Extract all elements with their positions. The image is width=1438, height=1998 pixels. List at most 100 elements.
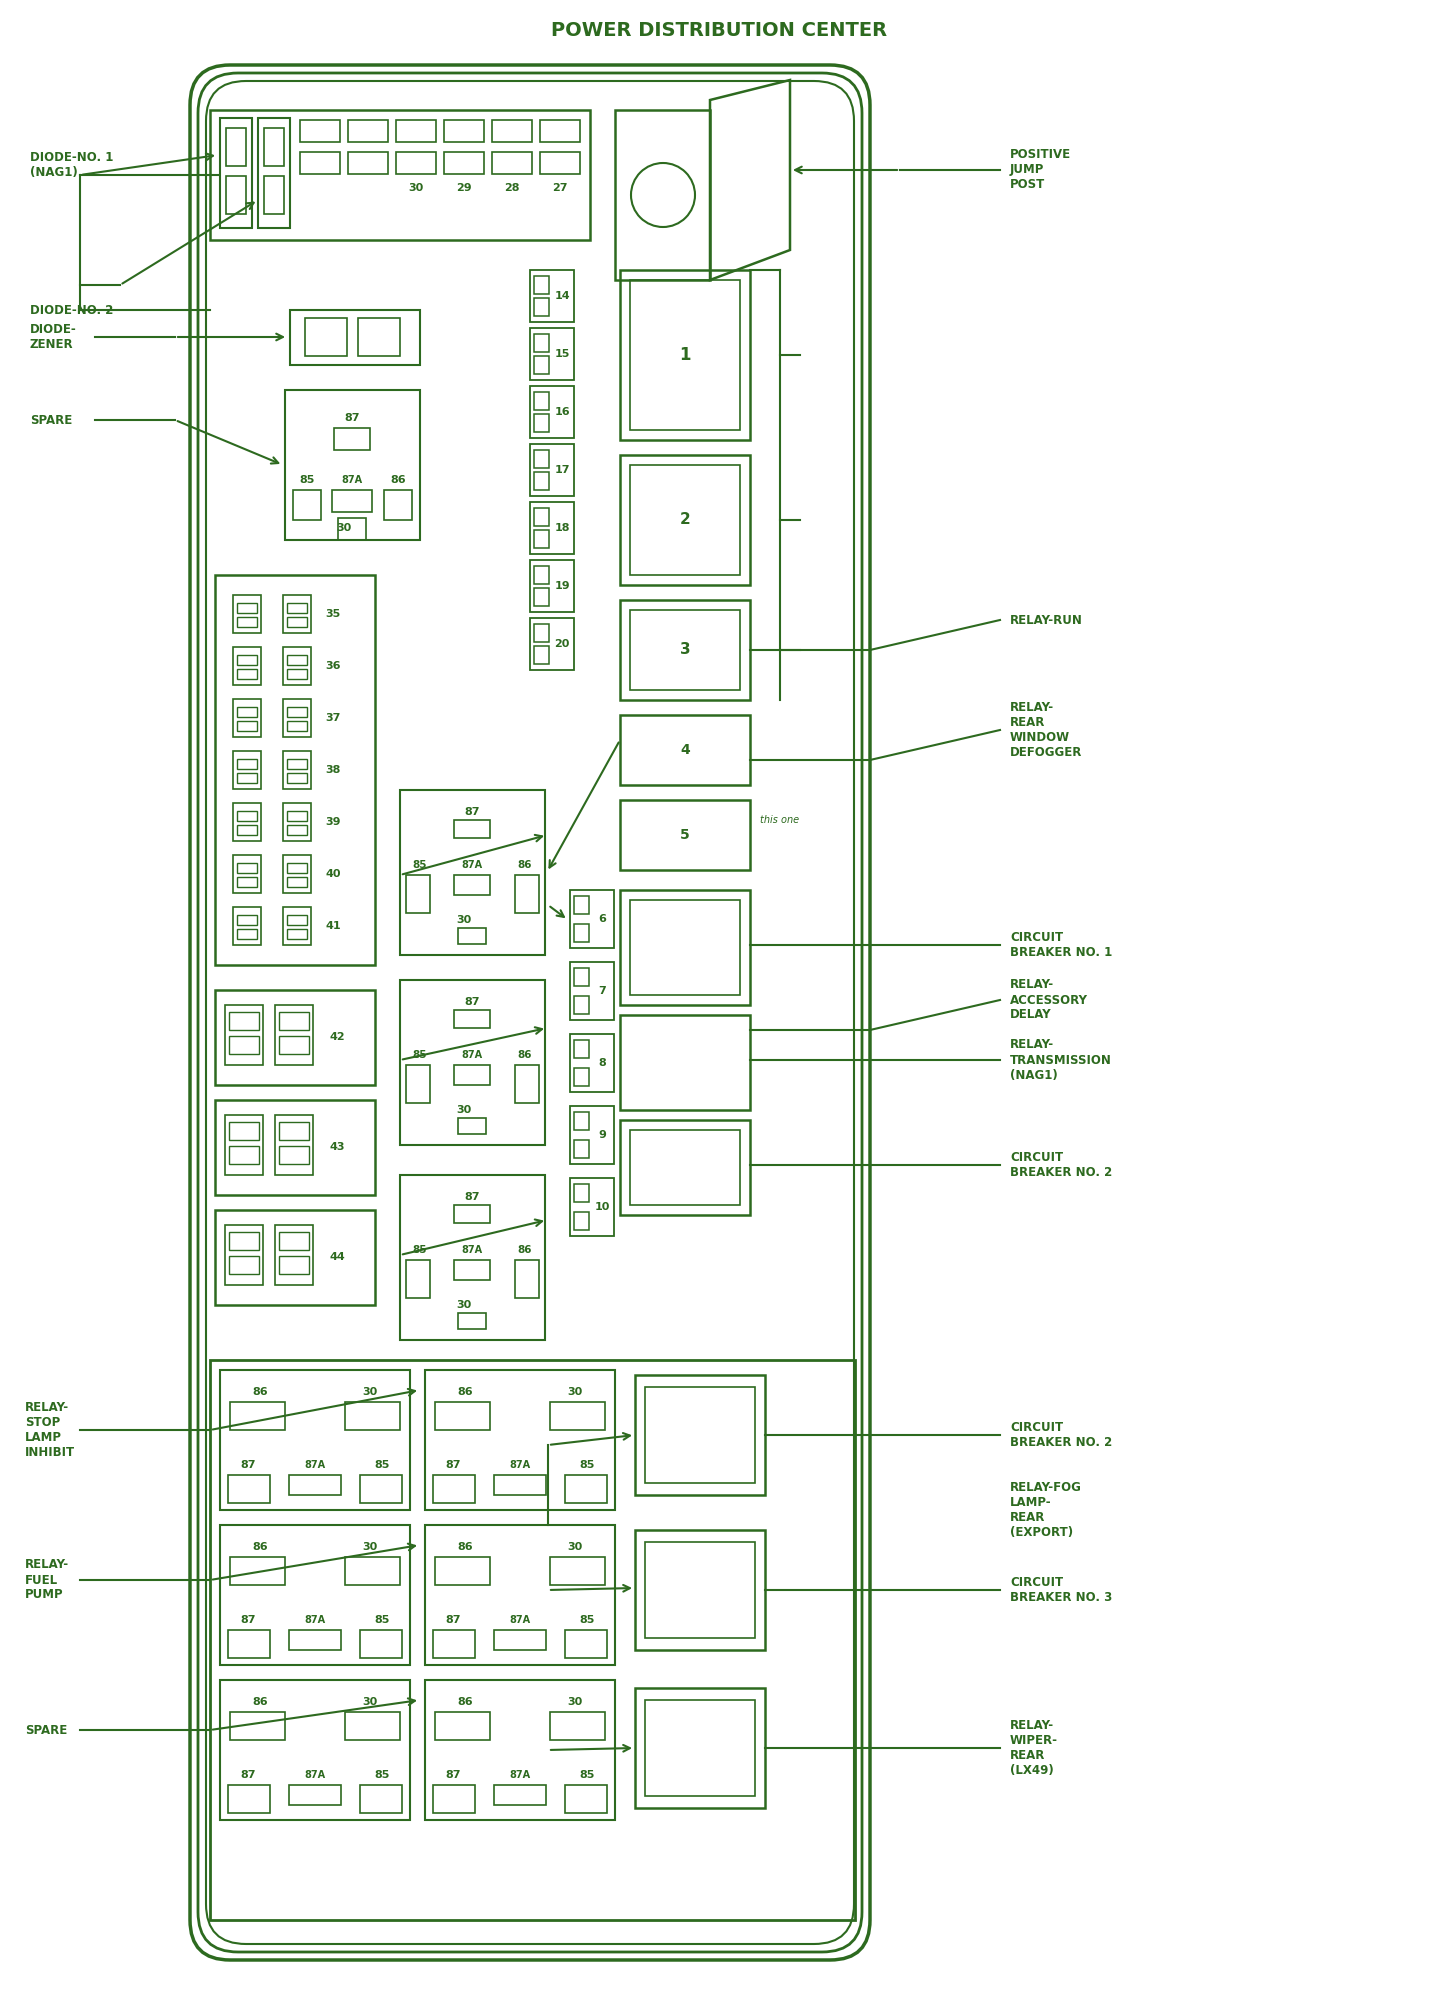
Bar bbox=[533, 334, 549, 352]
Bar bbox=[574, 1213, 590, 1231]
Bar bbox=[224, 1225, 263, 1285]
Bar bbox=[288, 655, 306, 665]
Bar bbox=[279, 1037, 309, 1055]
Bar bbox=[533, 529, 549, 547]
Bar bbox=[288, 773, 306, 783]
Bar bbox=[229, 1013, 259, 1031]
Bar bbox=[400, 1175, 545, 1341]
Bar bbox=[533, 356, 549, 374]
Bar bbox=[224, 1005, 263, 1065]
Bar bbox=[288, 707, 306, 717]
Bar bbox=[288, 825, 306, 835]
Bar bbox=[574, 895, 590, 913]
Bar bbox=[565, 1475, 607, 1502]
Bar bbox=[224, 1115, 263, 1175]
Text: 85: 85 bbox=[413, 1051, 427, 1061]
Bar bbox=[569, 961, 614, 1021]
Bar bbox=[630, 609, 741, 689]
Bar bbox=[275, 1005, 313, 1065]
Text: CIRCUIT
BREAKER NO. 3: CIRCUIT BREAKER NO. 3 bbox=[1009, 1576, 1112, 1604]
Text: 85: 85 bbox=[413, 1245, 427, 1255]
Bar bbox=[636, 1688, 765, 1808]
Text: 14: 14 bbox=[554, 292, 569, 302]
Text: 30: 30 bbox=[568, 1387, 582, 1397]
Bar bbox=[290, 310, 420, 366]
Bar bbox=[620, 1121, 751, 1215]
Bar bbox=[533, 507, 549, 525]
Text: 9: 9 bbox=[598, 1131, 605, 1141]
Bar bbox=[533, 587, 549, 605]
Bar bbox=[210, 1361, 856, 1920]
Bar bbox=[541, 120, 580, 142]
Text: 86: 86 bbox=[518, 1245, 532, 1255]
Bar bbox=[630, 280, 741, 430]
Text: CIRCUIT
BREAKER NO. 2: CIRCUIT BREAKER NO. 2 bbox=[1009, 1151, 1112, 1179]
Text: 43: 43 bbox=[329, 1143, 345, 1153]
Bar bbox=[237, 811, 257, 821]
Bar bbox=[210, 110, 590, 240]
Text: 38: 38 bbox=[325, 765, 341, 775]
Text: 85: 85 bbox=[299, 476, 315, 486]
Text: 87A: 87A bbox=[305, 1770, 325, 1780]
Text: 4: 4 bbox=[680, 743, 690, 757]
Bar bbox=[400, 979, 545, 1145]
Bar bbox=[288, 811, 306, 821]
Bar bbox=[237, 617, 257, 627]
Text: 16: 16 bbox=[554, 408, 569, 418]
Bar bbox=[229, 1233, 259, 1251]
Bar bbox=[237, 825, 257, 835]
Bar bbox=[531, 270, 574, 322]
Text: 87A: 87A bbox=[509, 1614, 531, 1624]
Text: 87A: 87A bbox=[305, 1461, 325, 1471]
Bar bbox=[233, 647, 262, 685]
Bar bbox=[492, 152, 532, 174]
Bar bbox=[283, 595, 311, 633]
Bar bbox=[495, 1475, 546, 1495]
Bar bbox=[279, 1147, 309, 1165]
Bar bbox=[229, 1630, 270, 1658]
Text: 42: 42 bbox=[329, 1033, 345, 1043]
Bar bbox=[216, 1211, 375, 1305]
Text: 85: 85 bbox=[374, 1614, 390, 1624]
Text: 29: 29 bbox=[456, 184, 472, 194]
Bar bbox=[230, 1403, 285, 1431]
Text: 85: 85 bbox=[580, 1770, 595, 1780]
Bar bbox=[531, 559, 574, 611]
Text: 86: 86 bbox=[252, 1387, 267, 1397]
Text: 87: 87 bbox=[464, 1193, 480, 1203]
Bar bbox=[279, 1233, 309, 1251]
Bar bbox=[395, 120, 436, 142]
Bar bbox=[338, 517, 367, 539]
Text: 87: 87 bbox=[446, 1770, 460, 1780]
Bar bbox=[533, 392, 549, 410]
Bar bbox=[406, 1065, 430, 1103]
Bar bbox=[237, 721, 257, 731]
Bar bbox=[332, 490, 372, 511]
Text: 86: 86 bbox=[252, 1542, 267, 1552]
Bar bbox=[220, 118, 252, 228]
Bar bbox=[237, 603, 257, 613]
Bar bbox=[620, 599, 751, 699]
Bar bbox=[220, 1524, 410, 1664]
Bar bbox=[454, 1065, 490, 1085]
Bar bbox=[426, 1524, 615, 1664]
Bar bbox=[237, 929, 257, 939]
Bar bbox=[630, 466, 741, 575]
Text: 87: 87 bbox=[446, 1461, 460, 1471]
Bar bbox=[288, 669, 306, 679]
Text: 40: 40 bbox=[325, 869, 341, 879]
Bar bbox=[569, 1035, 614, 1093]
Bar bbox=[220, 1371, 410, 1510]
Bar bbox=[436, 1403, 490, 1431]
Bar bbox=[646, 1542, 755, 1638]
Bar bbox=[549, 1556, 605, 1584]
Bar bbox=[229, 1257, 259, 1275]
Bar bbox=[283, 699, 311, 737]
Text: POWER DISTRIBUTION CENTER: POWER DISTRIBUTION CENTER bbox=[551, 20, 887, 40]
Bar bbox=[492, 120, 532, 142]
Text: 5: 5 bbox=[680, 827, 690, 841]
Text: CIRCUIT
BREAKER NO. 1: CIRCUIT BREAKER NO. 1 bbox=[1009, 931, 1112, 959]
Bar bbox=[406, 875, 430, 913]
Bar bbox=[226, 128, 246, 166]
Bar bbox=[237, 669, 257, 679]
